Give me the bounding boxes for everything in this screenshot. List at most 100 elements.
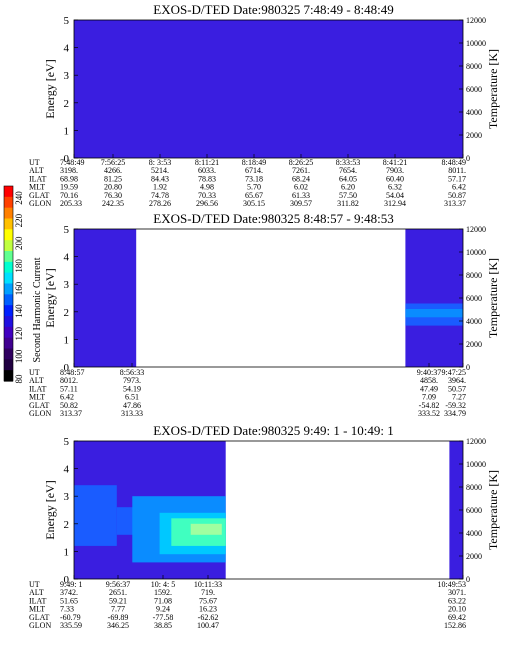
y-tick-label: 0 [64,574,70,586]
y-tick-label: 2 [64,307,70,319]
orbit-table-cell: 3964. [448,376,466,385]
y-tick-label: 3 [64,279,70,291]
orbit-table-cell: 313.33 [121,409,143,418]
orbit-table-cell: 9:47:25 [442,368,466,377]
colorbar-tick-label: 160 [14,281,24,295]
colorbar-tick-label: 240 [14,191,24,205]
colorbar-tick-label: 200 [14,236,24,250]
orbit-table-cell: 335.59 [60,621,82,630]
orbit-table-cell: 5214. [151,166,169,175]
y2-tick-label: 6000 [466,294,482,303]
y-tick-label: 2 [64,98,70,110]
spectrogram-region [74,20,463,158]
orbit-row-label: GLON [29,409,51,418]
colorbar-tick-label: 80 [14,374,24,384]
colorbar-tick-label: 220 [14,213,24,227]
y-tick-label: 4 [64,464,70,476]
orbit-table-cell: 296.56 [196,199,218,208]
orbit-table-cell: 8:41:21 [383,158,407,167]
orbit-table-cell: 50.87 [448,191,466,200]
orbit-table-cell: 719. [201,588,215,597]
orbit-table-cell: 9:56:37 [106,580,130,589]
y2-tick-label: 6000 [466,85,482,94]
orbit-table-cell: 57.11 [60,384,78,393]
spectrogram-region [405,309,463,318]
y2-tick-label: 10000 [466,39,486,48]
colorbar-frame [3,185,14,382]
y-tick-label: 1 [64,546,70,558]
orbit-table-cell: 7654. [339,166,357,175]
colorbar-swatch [4,207,13,220]
orbit-row-label: GLON [29,199,51,208]
orbit-table-cell: 346.25 [107,621,129,630]
orbit-table-cell: 8: 3:53 [149,158,171,167]
orbit-table-cell: 3071. [448,588,466,597]
orbit-row-label: MLT [29,183,45,192]
orbit-table-cell: 74.78 [151,191,169,200]
orbit-table-cell: 7.77 [111,605,125,614]
orbit-row-label: UT [29,368,40,377]
orbit-table-cell: 7261. [292,166,310,175]
y-tick-label: 3 [64,491,70,503]
y-axis-label: Energy [eV] [43,268,57,327]
colorbar-tick-label: 120 [14,327,24,341]
orbit-table-cell: 60.40 [386,174,404,183]
colorbar-swatch [4,305,13,317]
y-tick-label: 4 [64,252,70,264]
orbit-table-cell: 57.17 [448,174,466,183]
orbit-table-cell: 81.25 [104,174,122,183]
orbit-table-cell: 7:48:49 [60,158,84,167]
colorbar-swatch [4,261,13,274]
spectrogram-region [190,523,222,535]
y2-tick-label: 2000 [466,131,482,140]
y2-tick-label: 12000 [466,16,486,25]
colorbar-tick-label: 180 [14,259,24,273]
orbit-table-cell: 78.83 [198,174,216,183]
orbit-table-cell: 305.15 [243,199,265,208]
orbit-table-cell: 3742. [60,588,78,597]
y2-tick-label: 2000 [466,340,482,349]
orbit-table-cell: 68.24 [292,174,310,183]
colorbar-swatch [4,326,13,339]
orbit-table-cell: 9:49: 1 [60,580,82,589]
orbit-table-cell: -69.89 [108,613,129,622]
y2-tick-label: 4000 [466,317,482,326]
y2-tick-label: 12000 [466,437,486,446]
orbit-table-cell: 3198. [60,166,78,175]
orbit-table-cell: 6.02 [294,183,308,192]
y-tick-label: 5 [64,436,70,448]
y2-tick-label: 0 [466,575,470,584]
orbit-table-cell: 8:18:49 [242,158,266,167]
y-tick-label: 0 [64,153,70,165]
orbit-row-label: UT [29,158,40,167]
orbit-table-cell: 242.35 [102,199,124,208]
y2-tick-label: 10000 [466,460,486,469]
panel-title: EXOS-D/TED Date:980325 8:48:57 - 9:48:53 [153,211,393,226]
y2-tick-label: 8000 [466,483,482,492]
orbit-table-cell: 20.10 [448,605,466,614]
orbit-row-label: ILAT [29,174,46,183]
orbit-table-cell: 6.20 [341,183,355,192]
orbit-table-cell: 10:11:33 [194,580,222,589]
orbit-table-cell: 313.37 [444,199,466,208]
y2-tick-label: 10000 [466,248,486,257]
orbit-table-cell: 7.09 [422,393,436,402]
orbit-table-cell: 47.49 [420,384,438,393]
spectrogram-region [405,229,463,367]
colorbar-swatch [4,316,13,328]
orbit-table-cell: 84.43 [151,174,169,183]
orbit-table-cell: -54.82 [419,401,440,410]
y2-tick-label: 0 [466,154,470,163]
colorbar-swatch [4,229,13,241]
orbit-table-cell: 5.70 [247,183,261,192]
colorbar-swatch [4,218,13,230]
orbit-table-cell: 57.50 [339,191,357,200]
colorbar-swatch [4,359,13,371]
orbit-row-label: ILAT [29,596,46,605]
orbit-table-cell: 7:56:25 [101,158,125,167]
orbit-table-cell: 1.92 [153,183,167,192]
orbit-table-cell: 16.23 [199,605,217,614]
y2-tick-label: 4000 [466,108,482,117]
y-axis-label: Energy [eV] [43,480,57,539]
